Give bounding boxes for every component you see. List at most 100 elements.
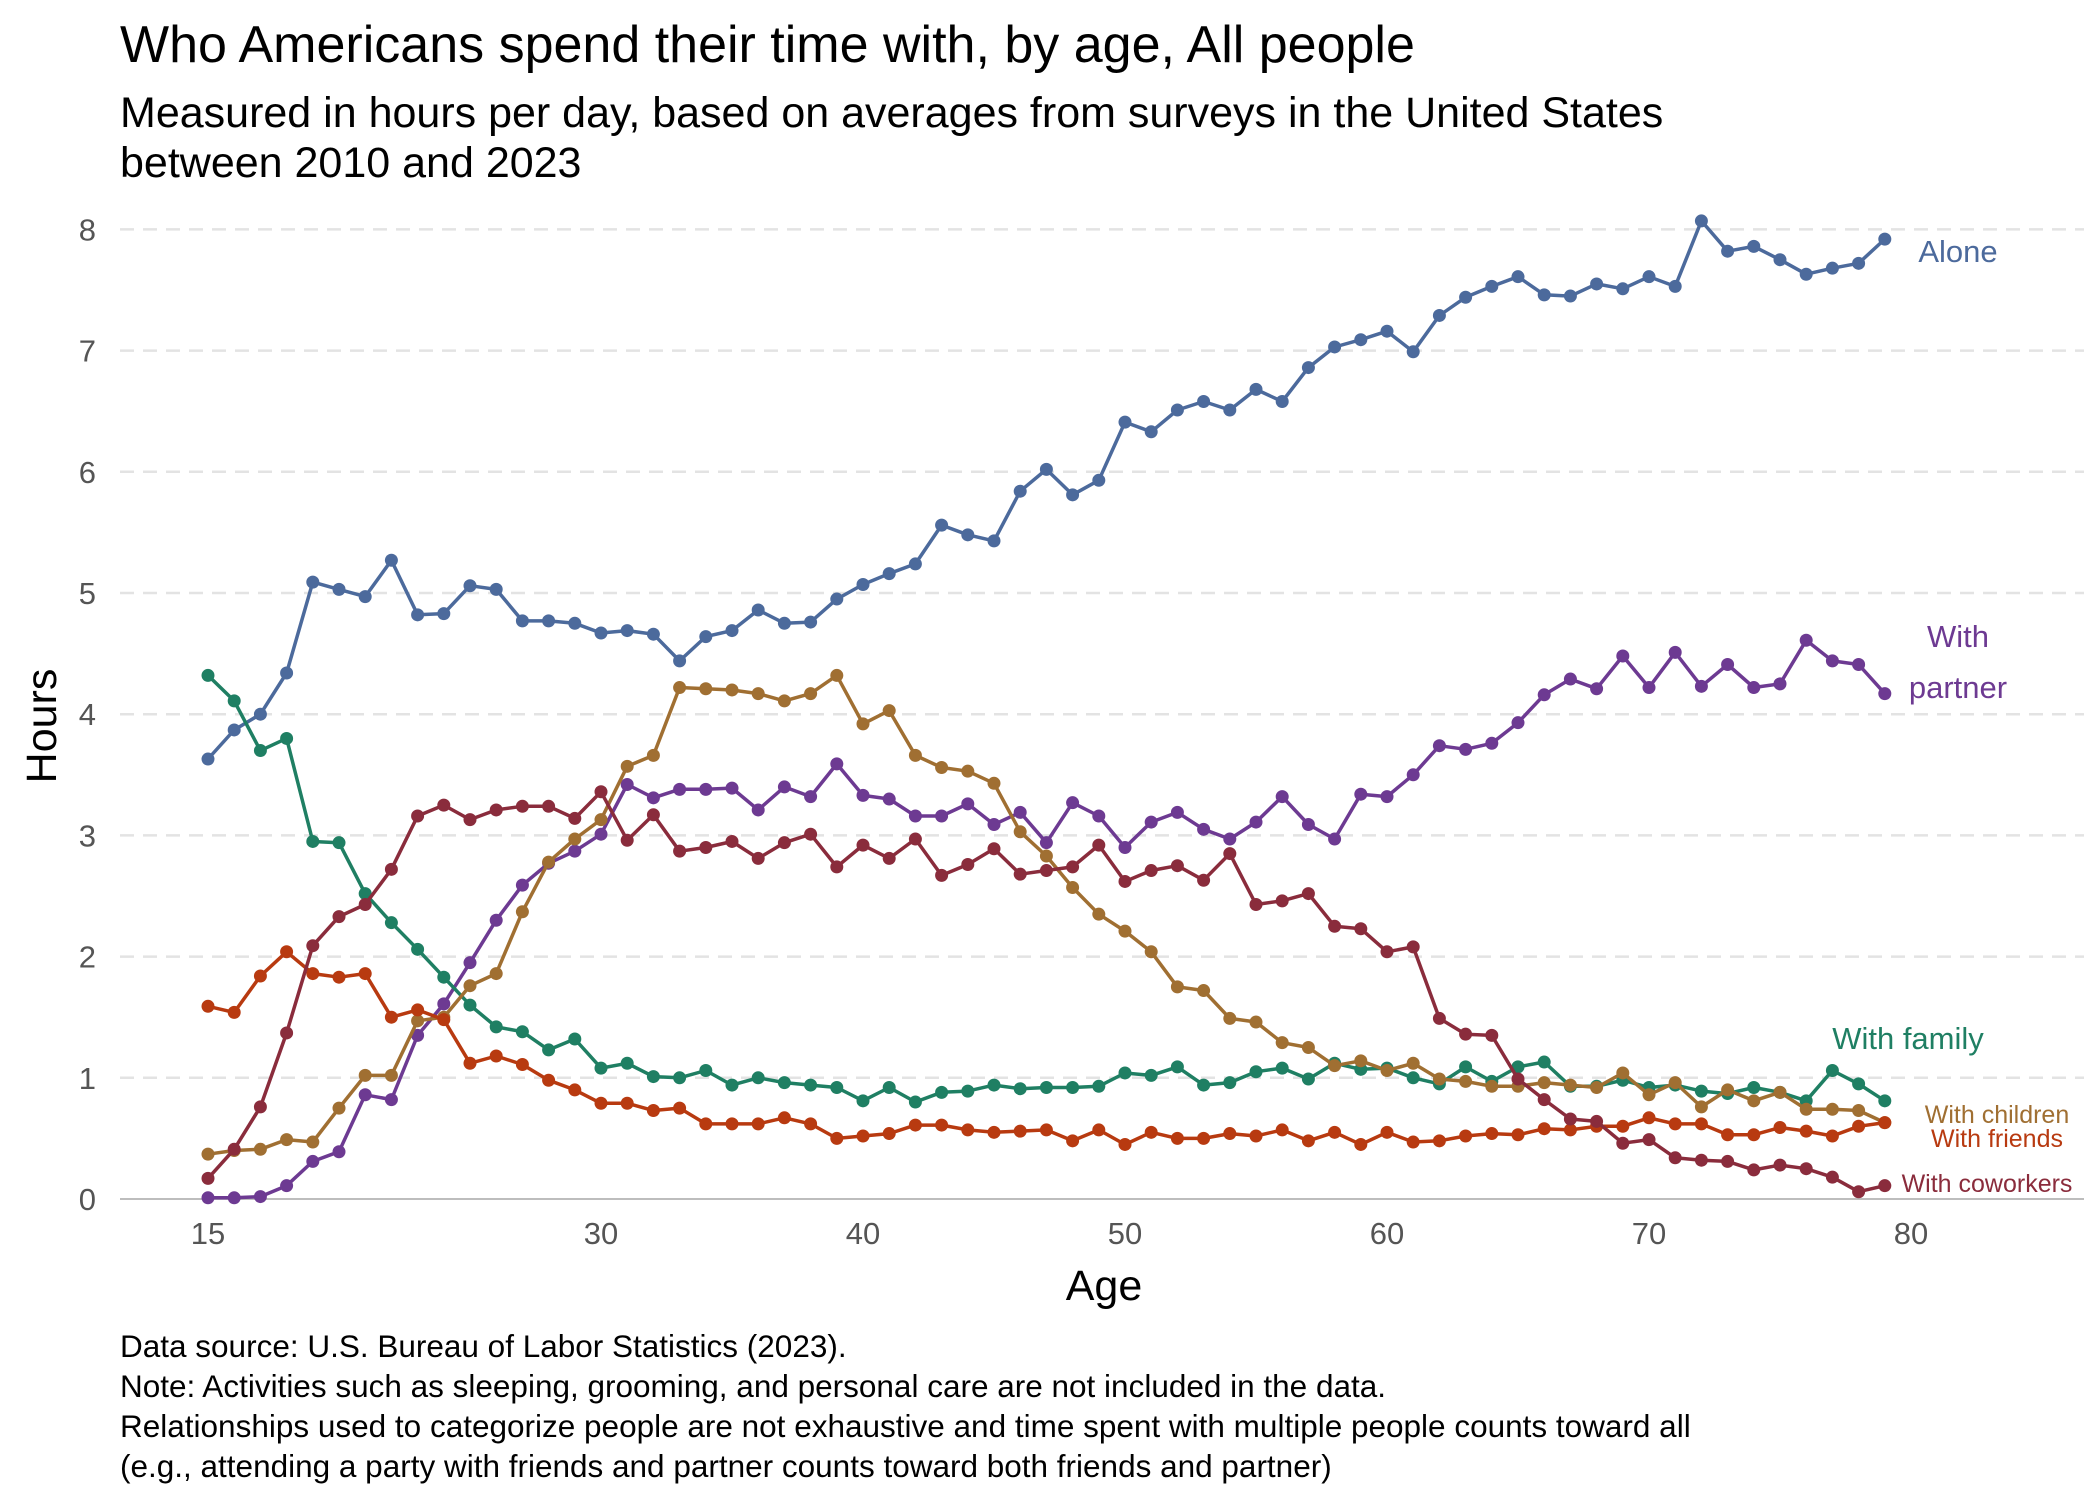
y-tick-label: 0: [79, 1182, 96, 1217]
data-point: [463, 998, 477, 1012]
data-point: [882, 851, 896, 865]
data-point: [1773, 1085, 1787, 1099]
data-point: [620, 833, 634, 847]
data-point: [1537, 1055, 1551, 1069]
data-point: [777, 780, 791, 794]
data-point: [1170, 859, 1184, 873]
series-labels: Alone With partner With family With children…: [1832, 234, 2072, 1198]
data-point: [515, 1057, 529, 1071]
data-point: [1118, 874, 1132, 888]
data-point: [620, 1056, 634, 1070]
data-point: [1878, 687, 1892, 701]
data-point: [253, 707, 267, 721]
data-point: [1301, 1041, 1315, 1054]
data-point: [1144, 945, 1158, 959]
data-point: [542, 1073, 556, 1087]
data-point: [1301, 1134, 1315, 1148]
data-point: [1799, 1162, 1813, 1176]
data-point: [1354, 1054, 1368, 1068]
data-point: [830, 1080, 844, 1094]
data-point: [1249, 382, 1263, 396]
data-point: [1144, 815, 1158, 829]
data-point: [1485, 1028, 1499, 1042]
data-point: [463, 956, 477, 970]
data-point: [1354, 787, 1368, 801]
data-point: [1197, 1078, 1211, 1092]
data-point: [1511, 716, 1525, 730]
data-point: [437, 1013, 451, 1027]
data-point: [1747, 239, 1761, 253]
data-point: [306, 834, 320, 848]
series-lines: [201, 214, 1892, 1205]
data-point: [961, 764, 975, 778]
data-point: [201, 1191, 215, 1205]
data-point: [1668, 1151, 1682, 1165]
data-point: [1118, 924, 1132, 938]
data-point: [1223, 403, 1237, 417]
data-point: [646, 627, 660, 641]
data-point: [1223, 832, 1237, 846]
data-point: [280, 1133, 294, 1147]
data-point: [1537, 688, 1551, 702]
data-point: [358, 590, 372, 604]
data-point: [987, 1078, 1001, 1092]
data-point: [1066, 881, 1080, 895]
data-point: [1511, 1072, 1525, 1086]
data-point: [1825, 1129, 1839, 1143]
data-point: [620, 777, 634, 791]
data-point: [542, 614, 556, 628]
data-point: [1773, 1120, 1787, 1134]
data-point: [1485, 1127, 1499, 1141]
data-point: [882, 704, 896, 718]
data-point: [777, 1076, 791, 1090]
data-point: [1092, 838, 1106, 852]
data-point: [1118, 841, 1132, 855]
data-point: [1852, 658, 1866, 672]
data-point: [725, 683, 739, 697]
data-point: [1144, 1125, 1158, 1139]
data-point: [1013, 484, 1027, 498]
data-point: [882, 1080, 896, 1094]
data-point: [1747, 681, 1761, 695]
data-point: [515, 1025, 529, 1039]
data-point: [384, 553, 398, 567]
data-point: [411, 1028, 425, 1042]
data-point: [1170, 805, 1184, 819]
data-point: [568, 616, 582, 630]
data-point: [1799, 633, 1813, 647]
data-point: [437, 970, 451, 984]
data-point: [751, 803, 765, 817]
x-tick-label: 40: [846, 1216, 880, 1251]
data-point: [201, 1147, 215, 1161]
data-point: [1721, 658, 1735, 672]
data-point: [1878, 1116, 1892, 1130]
data-point: [751, 851, 765, 865]
data-point: [227, 1142, 241, 1156]
data-point: [882, 567, 896, 581]
data-point: [411, 809, 425, 823]
data-point: [699, 841, 713, 855]
data-point: [1144, 425, 1158, 439]
gridlines: [120, 228, 2084, 1080]
data-point: [227, 694, 241, 708]
data-point: [358, 887, 372, 901]
data-point: [1432, 1134, 1446, 1148]
data-point: [1721, 244, 1735, 258]
data-point: [620, 1096, 634, 1110]
data-point: [856, 717, 870, 731]
data-point: [594, 813, 608, 827]
data-point: [1799, 1102, 1813, 1116]
data-point: [830, 860, 844, 874]
y-tick-label: 8: [79, 212, 96, 247]
data-point: [253, 1190, 267, 1204]
data-point: [699, 630, 713, 644]
data-point: [384, 916, 398, 930]
data-point: [908, 1118, 922, 1132]
data-point: [751, 603, 765, 617]
data-point: [987, 534, 1001, 548]
data-point: [515, 878, 529, 892]
data-point: [1118, 415, 1132, 429]
data-point: [1878, 1094, 1892, 1108]
data-point: [1170, 403, 1184, 417]
